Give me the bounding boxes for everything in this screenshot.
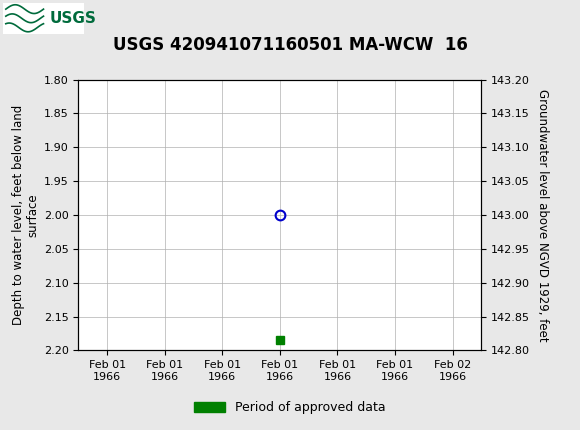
Y-axis label: Groundwater level above NGVD 1929, feet: Groundwater level above NGVD 1929, feet bbox=[536, 89, 549, 341]
FancyBboxPatch shape bbox=[3, 3, 84, 34]
Text: USGS: USGS bbox=[49, 11, 96, 26]
Legend: Period of approved data: Period of approved data bbox=[189, 396, 391, 419]
Y-axis label: Depth to water level, feet below land
surface: Depth to water level, feet below land su… bbox=[12, 105, 39, 325]
Text: USGS 420941071160501 MA-WCW  16: USGS 420941071160501 MA-WCW 16 bbox=[113, 36, 467, 54]
Bar bbox=[276, 336, 284, 344]
